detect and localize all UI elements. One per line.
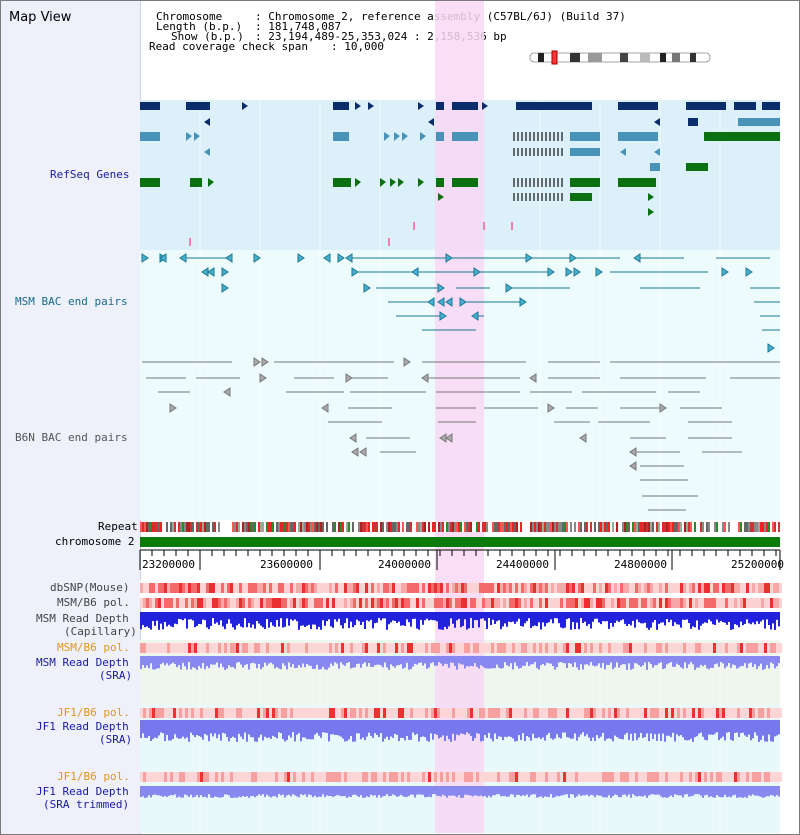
coverage-key: Read coverage check span <box>149 40 308 53</box>
chromosome-bar[interactable] <box>140 537 780 547</box>
tick-label-4: 24400000 <box>496 558 549 571</box>
jf1-sra-depth[interactable] <box>140 720 780 742</box>
chromosome-key: Chromosome <box>156 10 223 23</box>
track-label-jf1-depth: JF1 Read Depth <box>36 720 129 733</box>
track-label-msm-depth-cap: MSM Read Depth <box>36 612 129 625</box>
track-label-msm-depth-sra-sub: (SRA) <box>99 669 133 682</box>
tick-label-5: 24800000 <box>614 558 667 571</box>
msm-bac-track[interactable] <box>141 253 780 353</box>
msm-capillary-depth[interactable] <box>140 612 780 630</box>
length-value: : 181,748,087 <box>255 20 342 33</box>
position-axis <box>139 549 781 570</box>
length-key: Length (b.p.) <box>156 20 243 33</box>
page-title: Map View <box>9 10 72 25</box>
track-label-jf1-depth-2-sub: (SRA trimmed) <box>43 798 130 811</box>
jf1-b6-pol-band-2[interactable] <box>140 772 782 782</box>
track-label-msm-depth-sra: MSM Read Depth <box>36 656 129 669</box>
track-label-chromosome: chromosome 2 <box>55 535 135 548</box>
msm-b6-pol-band-2[interactable] <box>140 643 782 653</box>
track-label-jf1-pol-2: JF1/B6 pol. <box>57 770 130 783</box>
repeat-track[interactable] <box>140 522 780 532</box>
track-label-jf1-depth-2: JF1 Read Depth <box>36 785 129 798</box>
track-label-dbsnp: dbSNP(Mouse) <box>50 581 130 594</box>
chromosome-ideogram[interactable] <box>529 50 711 65</box>
tick-label-2: 23600000 <box>260 558 313 571</box>
tick-label-3: 24000000 <box>378 558 431 571</box>
track-label-msm-pol: MSM/B6 pol. <box>57 596 130 609</box>
b6n-bac-track[interactable] <box>142 357 780 511</box>
show-key: Show (b.p.) <box>171 30 244 43</box>
jf1-b6-pol-band[interactable] <box>140 708 782 718</box>
track-label-jf1-pol: JF1/B6 pol. <box>57 706 130 719</box>
msm-sra-depth[interactable] <box>140 656 780 670</box>
track-label-b6n-bac[interactable]: B6N BAC end pairs <box>15 431 128 444</box>
tick-label-6: 25200000 <box>731 558 784 571</box>
track-label-refseq[interactable]: RefSeq Genes <box>50 168 130 181</box>
tick-label-1: 23200000 <box>142 558 195 571</box>
msm-b6-pol-band[interactable] <box>140 598 782 608</box>
track-label-msm-bac[interactable]: MSM BAC end pairs <box>15 295 128 308</box>
jf1-sra-trimmed-depth[interactable] <box>140 786 780 798</box>
coverage-value: : 10,000 <box>331 40 384 53</box>
track-label-jf1-depth-sub: (SRA) <box>99 733 133 746</box>
track-label-msm-depth-cap-sub: (Capillary) <box>64 625 137 638</box>
dbsnp-band[interactable] <box>140 583 782 593</box>
track-label-repeat: Repeat <box>98 520 138 533</box>
track-label-msm-pol-2: MSM/B6 pol. <box>57 641 130 654</box>
refseq-gene-track[interactable] <box>140 102 780 246</box>
